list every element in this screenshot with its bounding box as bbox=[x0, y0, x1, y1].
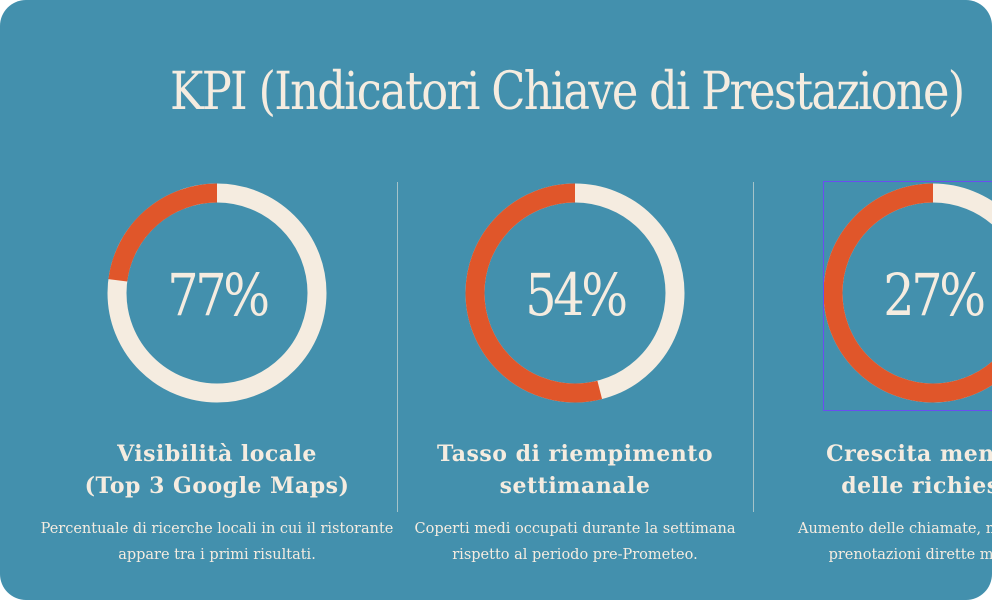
donut-ring bbox=[823, 183, 992, 403]
kpi-card-local-visibility: 77% Visibilità locale (Top 3 Google Maps… bbox=[38, 170, 396, 590]
kpi-percentage: 54% bbox=[525, 261, 628, 329]
donut-ring bbox=[465, 183, 685, 403]
donut-gauge[interactable]: 27% bbox=[823, 170, 992, 420]
kpi-title: Visibilità locale (Top 3 Google Maps) bbox=[38, 438, 396, 502]
kpi-title-line: Crescita mensile bbox=[826, 441, 992, 467]
donut-gauge: 54% bbox=[465, 170, 685, 420]
kpi-card-monthly-growth: 27% Crescita mensile delle richieste Aum… bbox=[754, 170, 992, 590]
kpi-percentage: 27% bbox=[883, 261, 986, 329]
kpi-description-line: Percentuale di ricerche locali in cui il… bbox=[40, 521, 394, 537]
column-divider bbox=[397, 182, 398, 512]
kpi-title-line: settimanale bbox=[499, 473, 651, 499]
column-divider bbox=[753, 182, 754, 512]
kpi-title-line: (Top 3 Google Maps) bbox=[84, 473, 350, 499]
slide-title: KPI (Indicatori Chiave di Prestazione) bbox=[170, 62, 965, 122]
donut-gauge: 77% bbox=[107, 170, 327, 420]
kpi-title-line: delle richieste bbox=[841, 473, 992, 499]
kpi-title-line: Tasso di riempimento bbox=[436, 441, 714, 467]
kpi-percentage: 77% bbox=[167, 261, 270, 329]
kpi-description: Percentuale di ricerche locali in cui il… bbox=[38, 516, 396, 568]
kpi-description-line: Coperti medi occupati durante la settima… bbox=[414, 521, 736, 537]
ring-fill bbox=[823, 183, 992, 403]
ring-fill bbox=[107, 183, 327, 403]
kpi-description-line: Aumento delle chiamate, messaggi e bbox=[798, 521, 992, 537]
ring-fill bbox=[465, 183, 685, 403]
kpi-description-line: rispetto al periodo pre-Prometeo. bbox=[452, 547, 698, 563]
donut-ring bbox=[107, 183, 327, 403]
kpi-description-line: prenotazioni dirette mensili. bbox=[828, 547, 992, 563]
kpi-title: Tasso di riempimento settimanale bbox=[396, 438, 754, 502]
kpi-card-weekly-occupancy: 54% Tasso di riempimento settimanale Cop… bbox=[396, 170, 754, 590]
kpi-description: Aumento delle chiamate, messaggi e preno… bbox=[754, 516, 992, 568]
kpi-title: Crescita mensile delle richieste bbox=[754, 438, 992, 502]
kpi-title-line: Visibilità locale bbox=[117, 441, 317, 467]
kpi-description: Coperti medi occupati durante la settima… bbox=[396, 516, 754, 568]
kpi-description-line: appare tra i primi risultati. bbox=[118, 547, 316, 563]
